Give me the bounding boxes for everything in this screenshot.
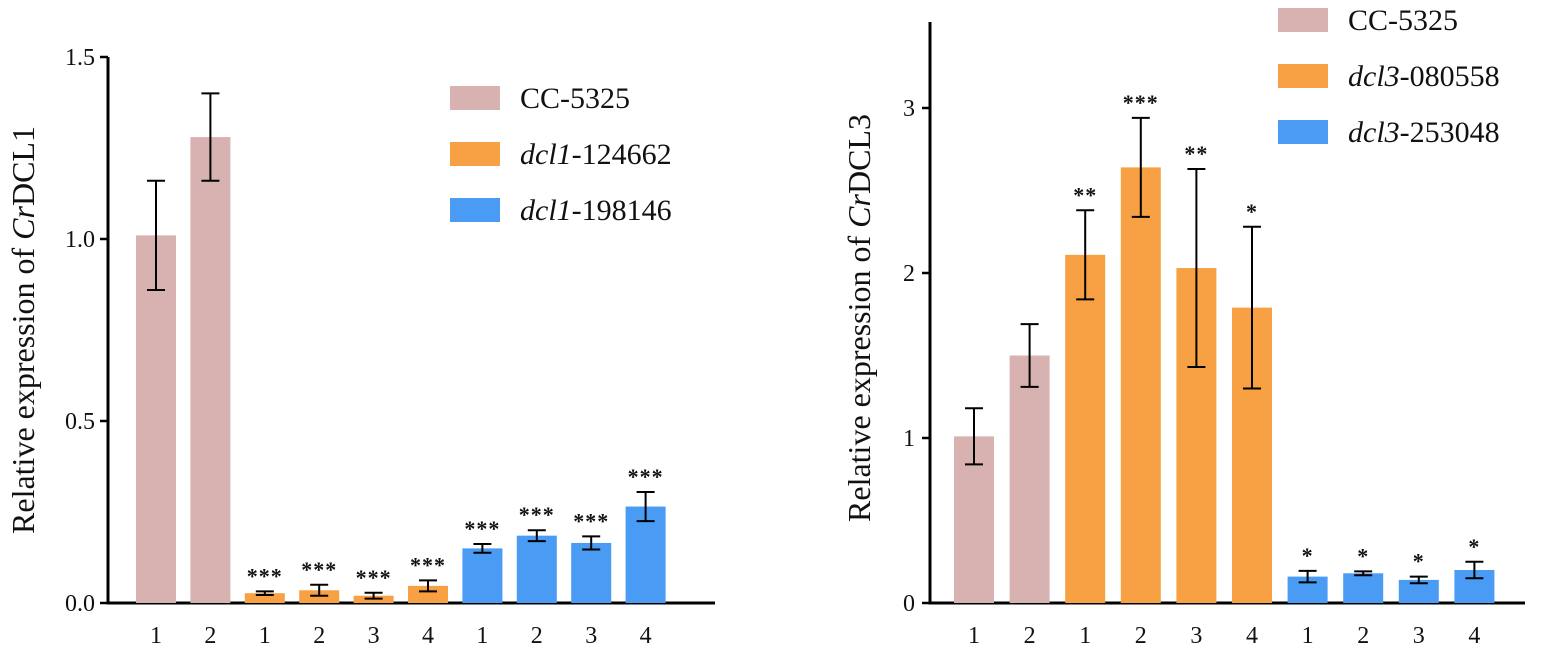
significance-label: ***: [519, 502, 555, 527]
y-axis-title-prefix: Relative expression of: [5, 240, 41, 534]
y-tick-label: 3: [903, 96, 915, 122]
y-tick-label: 2: [903, 261, 915, 287]
bar: [244, 593, 285, 603]
significance-label: *: [1357, 543, 1369, 568]
bar: [516, 535, 557, 603]
bar: [625, 506, 666, 603]
significance-label: **: [1184, 141, 1208, 166]
significance-label: ***: [464, 516, 500, 541]
legend-label-italic: dcl1: [520, 138, 572, 171]
legend-label-text: -124662: [572, 138, 672, 171]
legend-label-italic: dcl1: [520, 194, 572, 227]
significance-label: ***: [573, 508, 609, 533]
x-tick-label: 4: [422, 623, 434, 649]
y-tick-label: 0: [903, 591, 915, 617]
legend-label-italic: dcl3: [1348, 60, 1400, 93]
x-tick-label: 2: [1357, 623, 1369, 649]
x-tick-label: 4: [1246, 623, 1258, 649]
significance-label: ***: [1123, 90, 1159, 115]
legend-label-text: -080558: [1400, 60, 1500, 93]
bar: [1343, 573, 1384, 603]
y-axis-title-suffix: DCL3: [841, 114, 877, 194]
significance-label: ***: [356, 565, 392, 590]
y-axis-title: Relative expression of CrDCL1: [5, 126, 41, 534]
x-tick-label: 4: [1468, 623, 1480, 649]
bar: [1398, 579, 1439, 603]
bar: [1065, 254, 1106, 603]
significance-label: ***: [247, 563, 283, 588]
x-tick-label: 1: [150, 623, 162, 649]
y-axis-title-italic: Cr: [841, 193, 877, 227]
x-tick-label: 1: [259, 623, 271, 649]
x-tick-label: 2: [1024, 623, 1036, 649]
x-tick-label: 1: [968, 623, 980, 649]
bar: [190, 137, 231, 603]
legend-swatch: [1278, 8, 1328, 32]
bar: [1120, 167, 1161, 603]
x-tick-label: 2: [313, 623, 325, 649]
legend-swatch: [1278, 64, 1328, 88]
significance-label: ***: [628, 464, 664, 489]
bar: [1009, 355, 1050, 603]
significance-label: ***: [410, 552, 446, 577]
chart-panel-1: 0.0 0.5 1.0 1.5 Relative expression of CrDCL…: [5, 45, 715, 649]
y-axis-title-suffix: DCL1: [5, 126, 41, 206]
significance-label: *: [1468, 534, 1480, 559]
legend-label: dcl1-124662: [520, 138, 672, 171]
legend-label-text: CC-5325: [1348, 4, 1458, 37]
bar: [408, 585, 448, 603]
x-tick-label: 1: [476, 623, 488, 649]
bar: [136, 235, 176, 604]
y-tick-label: 0.0: [65, 591, 95, 617]
significance-label: **: [1073, 182, 1097, 207]
legend-swatch: [450, 86, 500, 110]
y-axis-title-prefix: Relative expression of: [841, 228, 877, 522]
legend-label: dcl3-080558: [1348, 60, 1500, 93]
legend-swatch: [450, 142, 500, 166]
x-tick-label: 2: [204, 623, 216, 649]
significance-label: ***: [301, 557, 337, 582]
legend-label-text: -198146: [572, 194, 672, 227]
x-tick-label: 1: [1302, 623, 1314, 649]
legend-label-text: CC-5325: [520, 82, 630, 115]
legend-label: CC-5325: [1348, 4, 1458, 37]
bar: [462, 548, 503, 603]
x-tick-label: 4: [640, 623, 652, 649]
significance-label: *: [1246, 199, 1258, 224]
y-axis-title-italic: Cr: [5, 205, 41, 239]
significance-label: *: [1302, 543, 1314, 568]
legend-label-text: -253048: [1400, 116, 1500, 149]
y-axis-title: Relative expression of CrDCL3: [841, 114, 877, 522]
legend-label: CC-5325: [520, 82, 630, 115]
legend-swatch: [1278, 120, 1328, 144]
x-tick-label: 2: [1135, 623, 1147, 649]
x-tick-label: 2: [531, 623, 543, 649]
significance-label: *: [1413, 549, 1425, 574]
y-tick-label: 0.5: [65, 409, 95, 435]
y-tick-label: 1.0: [65, 227, 95, 253]
legend-label: dcl1-198146: [520, 194, 672, 227]
y-tick-label: 1: [903, 426, 915, 452]
bar: [571, 542, 612, 603]
x-tick-label: 1: [1079, 623, 1091, 649]
y-tick-label: 1.5: [65, 45, 95, 71]
x-tick-label: 3: [368, 623, 380, 649]
x-tick-label: 3: [585, 623, 597, 649]
legend-label-italic: dcl3: [1348, 116, 1400, 149]
x-tick-label: 3: [1413, 623, 1425, 649]
x-tick-label: 3: [1190, 623, 1202, 649]
legend-label: dcl3-253048: [1348, 116, 1500, 149]
legend-swatch: [450, 198, 500, 222]
